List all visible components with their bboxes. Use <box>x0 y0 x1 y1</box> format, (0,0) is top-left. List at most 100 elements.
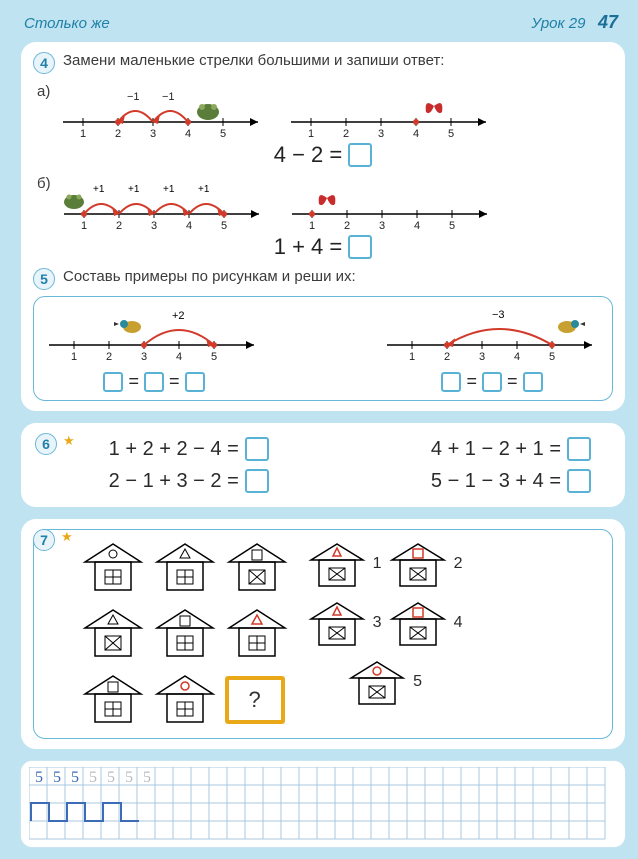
qmark: ? <box>249 687 261 713</box>
house <box>307 538 367 590</box>
task5-box: 1 2 3 4 5 +2 = <box>33 296 613 401</box>
svg-text:3: 3 <box>141 351 147 363</box>
svg-text:5: 5 <box>549 351 555 363</box>
numberline-4b-left: 1 2 3 4 5 +1+1 +1+1 <box>59 172 269 232</box>
eq5l-b2[interactable] <box>144 372 164 392</box>
svg-text:5: 5 <box>220 128 226 140</box>
eq6-2: 2 − 1 + 3 − 2 = <box>109 469 269 493</box>
lesson-label: Урок 29 <box>531 15 585 32</box>
svg-text:5: 5 <box>107 769 115 786</box>
house <box>307 597 367 649</box>
eq6-3-ans[interactable] <box>567 437 591 461</box>
svg-text:1: 1 <box>71 351 77 363</box>
house-num: 5 <box>413 673 422 691</box>
house <box>81 670 145 730</box>
task4a-label: а) <box>37 83 50 100</box>
eq6-4: 5 − 1 − 3 + 4 = <box>431 469 591 493</box>
eq5-left: = = <box>103 371 204 392</box>
eq4a-text: 4 − 2 = <box>274 142 343 168</box>
eq4b-text: 1 + 4 = <box>274 234 343 260</box>
eq5l-b1[interactable] <box>103 372 123 392</box>
eq6-1: 1 + 2 + 2 − 4 = <box>109 437 269 461</box>
house-answer[interactable]: ? <box>225 676 285 724</box>
svg-text:2: 2 <box>116 220 122 232</box>
sheet-task-6: 6★ 1 + 2 + 2 − 4 = 2 − 1 + 3 − 2 = 4 + 1… <box>20 422 626 508</box>
numberline-5-left: 1 2 3 4 5 +2 <box>44 305 264 363</box>
eq5-right: = = <box>441 371 542 392</box>
svg-text:3: 3 <box>378 128 384 140</box>
header-left: Столько же <box>24 15 110 32</box>
house <box>225 604 289 664</box>
svg-text:+2: +2 <box>172 310 185 322</box>
house <box>153 538 217 598</box>
svg-text:5: 5 <box>449 220 455 232</box>
task-4: 4 Замени маленькие стрелки большими и за… <box>33 52 613 74</box>
svg-text:5: 5 <box>211 351 217 363</box>
task4-num: 4 <box>33 52 55 74</box>
eq6-3: 4 + 1 − 2 + 1 = <box>431 437 591 461</box>
svg-text:4: 4 <box>413 128 419 140</box>
house-num: 1 <box>373 555 382 573</box>
svg-text:2: 2 <box>444 351 450 363</box>
svg-text:5: 5 <box>125 769 133 786</box>
svg-text:2: 2 <box>106 351 112 363</box>
svg-text:−1: −1 <box>127 91 140 103</box>
svg-text:4: 4 <box>414 220 420 232</box>
eq6-1-ans[interactable] <box>245 437 269 461</box>
task7-num: 7 <box>33 529 55 551</box>
svg-text:1: 1 <box>409 351 415 363</box>
handwriting-area: 5555555 <box>20 760 626 848</box>
house-num: 3 <box>373 614 382 632</box>
svg-text:2: 2 <box>343 128 349 140</box>
svg-text:4: 4 <box>176 351 182 363</box>
eq6-2-text: 2 − 1 + 3 − 2 = <box>109 470 239 493</box>
task4b-equation: 1 + 4 = <box>33 234 613 260</box>
handwriting-grid: 5555555 <box>29 767 611 841</box>
svg-text:5: 5 <box>448 128 454 140</box>
task6-num: 6 <box>35 433 57 455</box>
task4b-label: б) <box>37 175 51 192</box>
svg-text:5: 5 <box>35 769 43 786</box>
svg-text:+1: +1 <box>128 184 140 195</box>
eq5l-b3[interactable] <box>185 372 205 392</box>
eq5r-b3[interactable] <box>523 372 543 392</box>
svg-text:−3: −3 <box>492 309 505 321</box>
task4a-equation: 4 − 2 = <box>33 142 613 168</box>
eq4b-answer[interactable] <box>348 235 372 259</box>
house <box>81 604 145 664</box>
page-header: Столько же Урок 29 47 <box>20 12 626 41</box>
house-answer-col: 1 2 3 4 5 <box>307 538 463 730</box>
svg-text:3: 3 <box>150 128 156 140</box>
svg-text:2: 2 <box>344 220 350 232</box>
eq6-2-ans[interactable] <box>245 469 269 493</box>
eq5r-b1[interactable] <box>441 372 461 392</box>
svg-text:+1: +1 <box>198 184 210 195</box>
eq5r-b2[interactable] <box>482 372 502 392</box>
page-number: 47 <box>598 12 618 32</box>
svg-text:+1: +1 <box>93 184 105 195</box>
task4-text: Замени маленькие стрелки большими и запи… <box>63 52 444 69</box>
house-num: 4 <box>454 614 463 632</box>
svg-text:1: 1 <box>308 128 314 140</box>
eq4a-answer[interactable] <box>348 143 372 167</box>
house <box>347 656 407 708</box>
numberline-4b-right: 1 2 3 4 5 <box>287 172 497 232</box>
sheet-task-7: 7★ ? 1 2 <box>20 518 626 750</box>
svg-text:5: 5 <box>221 220 227 232</box>
svg-text:−1: −1 <box>162 91 175 103</box>
house <box>388 538 448 590</box>
numberline-4a-right: 1 2 3 4 5 <box>286 80 496 140</box>
svg-text:3: 3 <box>379 220 385 232</box>
svg-text:4: 4 <box>514 351 520 363</box>
house <box>388 597 448 649</box>
house-grid-left: ? <box>81 538 289 730</box>
numberline-4a-left: 1 2 3 4 5 −1 −1 <box>58 80 268 140</box>
svg-text:5: 5 <box>143 769 151 786</box>
eq6-3-text: 4 + 1 − 2 + 1 = <box>431 438 561 461</box>
svg-text:2: 2 <box>115 128 121 140</box>
house-num: 2 <box>454 555 463 573</box>
task-5: 5 Составь примеры по рисункам и реши их: <box>33 268 613 290</box>
eq6-4-ans[interactable] <box>567 469 591 493</box>
svg-text:+1: +1 <box>163 184 175 195</box>
svg-text:3: 3 <box>479 351 485 363</box>
